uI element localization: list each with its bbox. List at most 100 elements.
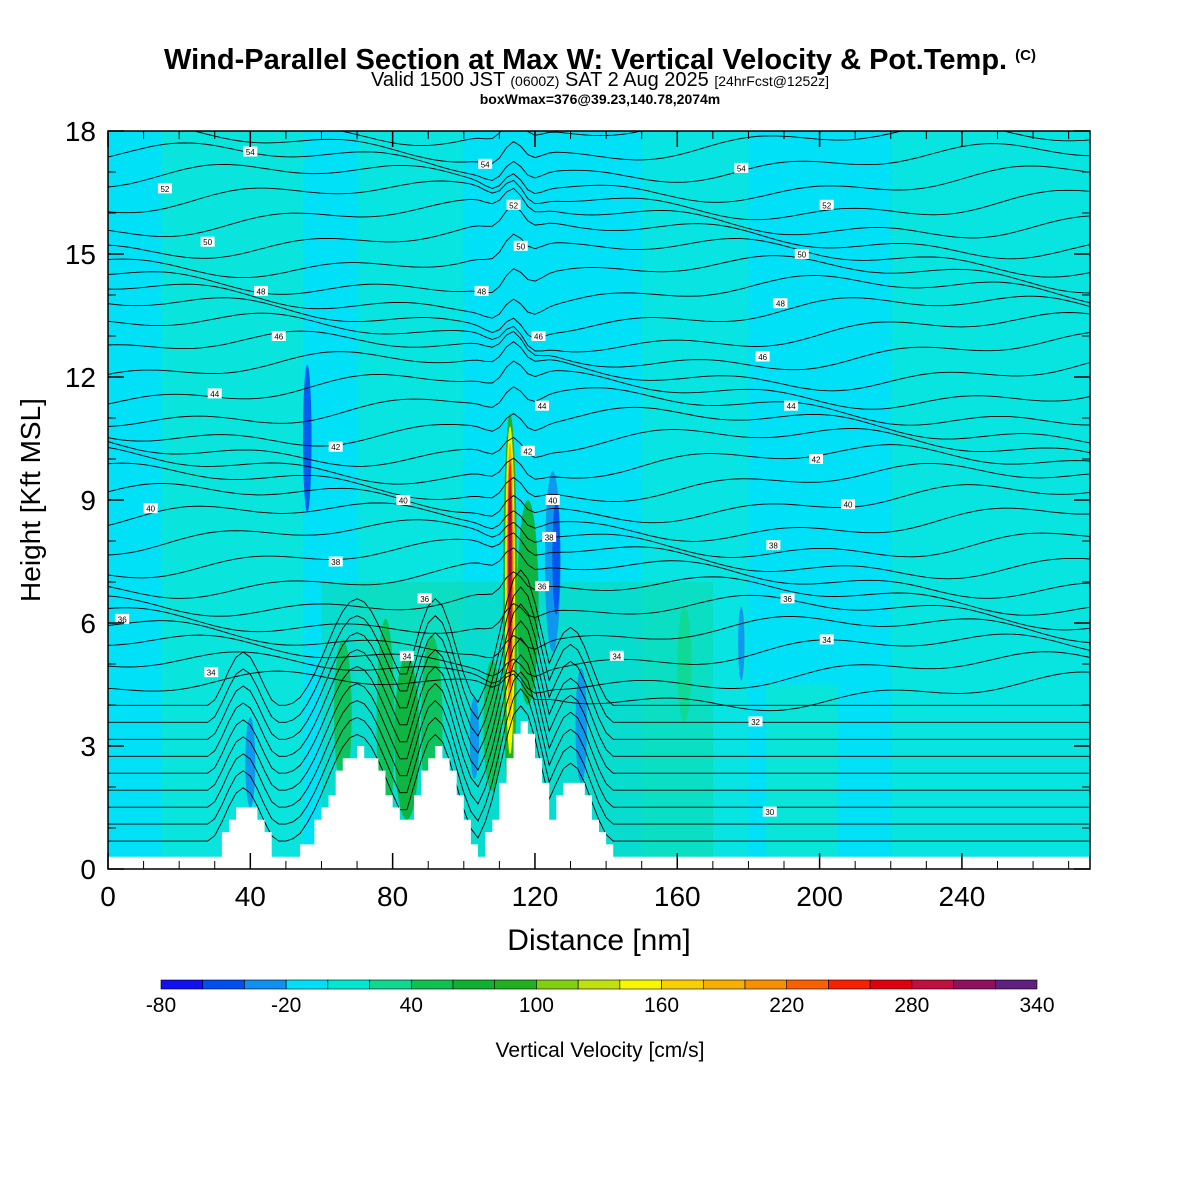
contour-label-text: 52: [509, 201, 518, 210]
theta-contours: [108, 131, 1090, 842]
theta-contour-line: [108, 312, 1090, 353]
contour-label-bg: [780, 593, 795, 604]
theta-contour-line: [108, 204, 1090, 260]
theta-contour-line: [108, 654, 1090, 791]
velocity-cell: [517, 500, 539, 705]
contour-label: 54: [478, 158, 493, 169]
contour-label: 50: [200, 236, 215, 247]
contour-label: 36: [780, 593, 795, 604]
chart-title: Wind-Parallel Section at Max W: Vertical…: [163, 44, 1036, 76]
contour-label-text: 46: [274, 333, 283, 342]
contour-label-text: 42: [812, 456, 821, 465]
theta-contour-line: [108, 633, 1090, 678]
x-tick-label: 120: [512, 881, 559, 912]
contour-label-bg: [474, 285, 489, 296]
contour-label-bg: [478, 158, 493, 169]
contour-label: 54: [243, 146, 258, 157]
contour-label: 34: [399, 650, 414, 661]
y-tick-label: 9: [80, 485, 96, 516]
contour-label-text: 36: [783, 595, 792, 604]
contour-label-text: 40: [146, 505, 155, 514]
contour-label-bg: [328, 556, 343, 567]
colorbar-swatch: [661, 979, 704, 990]
theta-contour-line: [108, 233, 1090, 279]
contour-label-bg: [143, 503, 158, 514]
colorbar-swatch: [369, 979, 412, 990]
velocity-cell: [552, 500, 561, 615]
velocity-field: [161, 131, 1090, 869]
theta-contour-line: [108, 547, 1090, 599]
velocity-shading: [161, 131, 304, 869]
contour-label-text: 36: [538, 583, 547, 592]
updraft-core: [508, 479, 512, 660]
contour-label-text: 32: [751, 718, 760, 727]
x-tick-label: 40: [235, 881, 266, 912]
theta-contour-line: [108, 142, 1090, 183]
x-tick-label: 200: [796, 881, 843, 912]
contour-label: 44: [535, 400, 550, 411]
contour-label: 38: [542, 531, 557, 542]
colorbar-swatch: [410, 979, 454, 990]
contour-label-bg: [784, 400, 799, 411]
velocity-cell: [469, 696, 480, 779]
colorbar-swatch: [953, 979, 996, 990]
contour-label-text: 48: [477, 287, 486, 296]
colorbar-tick-label: 100: [519, 994, 554, 1017]
contour-label: 30: [762, 806, 777, 817]
colorbar-label: Vertical Velocity [cm/s]: [496, 1039, 705, 1062]
contour-label-bg: [204, 667, 219, 678]
contour-label: 46: [531, 331, 546, 342]
contour-label: 34: [204, 667, 219, 678]
contour-label-bg: [542, 531, 557, 542]
theta-contour-line: [108, 462, 1090, 502]
colorbar-swatch: [160, 979, 204, 990]
contour-label-bg: [819, 199, 834, 210]
contour-label-text: 52: [160, 185, 169, 194]
theta-contour-line: [108, 519, 1090, 558]
theta-contour-line: [108, 360, 1090, 410]
contour-label-text: 34: [822, 636, 831, 645]
contour-label: 48: [253, 285, 268, 296]
colorbar-swatch: [702, 979, 746, 990]
theta-contour-line: [108, 330, 1090, 371]
colorbar: -80 -20 40 100 160 220 280 340: [146, 979, 1055, 1017]
x-tick-label: 160: [654, 881, 701, 912]
theta-contour-line: [108, 620, 1090, 757]
contour-label: 36: [115, 613, 130, 624]
contour-label-text: 40: [548, 497, 557, 506]
theta-contour-line: [108, 295, 1090, 340]
theta-contour-line: [108, 688, 1090, 825]
theta-contour-line: [108, 532, 1090, 580]
x-axis: 0 40 80 120 160 200 240: [100, 131, 1070, 912]
contour-label-bg: [396, 495, 411, 505]
contour-label: 38: [328, 556, 343, 567]
colorbar-tick-label: 160: [644, 994, 679, 1017]
contour-label-bg: [734, 162, 749, 173]
theta-contour-line: [108, 255, 1090, 295]
contour-label-text: 48: [776, 300, 785, 309]
contour-label: 52: [506, 199, 521, 210]
x-tick-label: 80: [377, 881, 408, 912]
contour-label: 40: [545, 495, 560, 506]
contour-label-bg: [809, 454, 824, 464]
contour-label: 40: [396, 495, 411, 506]
contour-label: 48: [773, 298, 788, 309]
theta-contour-line: [108, 603, 1090, 740]
theta-contour-line: [108, 651, 1090, 694]
velocity-shading: [641, 131, 749, 869]
y-axis-label: Height [Kft MSL]: [15, 398, 46, 602]
colorbar-swatch: [786, 979, 829, 990]
colorbar-swatch: [828, 979, 871, 990]
contour-label-text: 52: [822, 201, 831, 210]
contour-label-text: 42: [523, 447, 532, 456]
colorbar-swatch: [244, 979, 287, 990]
contour-label: 54: [734, 162, 749, 173]
contour-label: 44: [207, 388, 222, 399]
contour-label-bg: [200, 236, 215, 247]
colorbar-swatch: [536, 979, 579, 990]
terrain-mask: [108, 721, 1090, 869]
contour-label-bg: [243, 146, 258, 157]
contour-label-bg: [819, 634, 834, 645]
contour-label: 52: [157, 183, 172, 194]
